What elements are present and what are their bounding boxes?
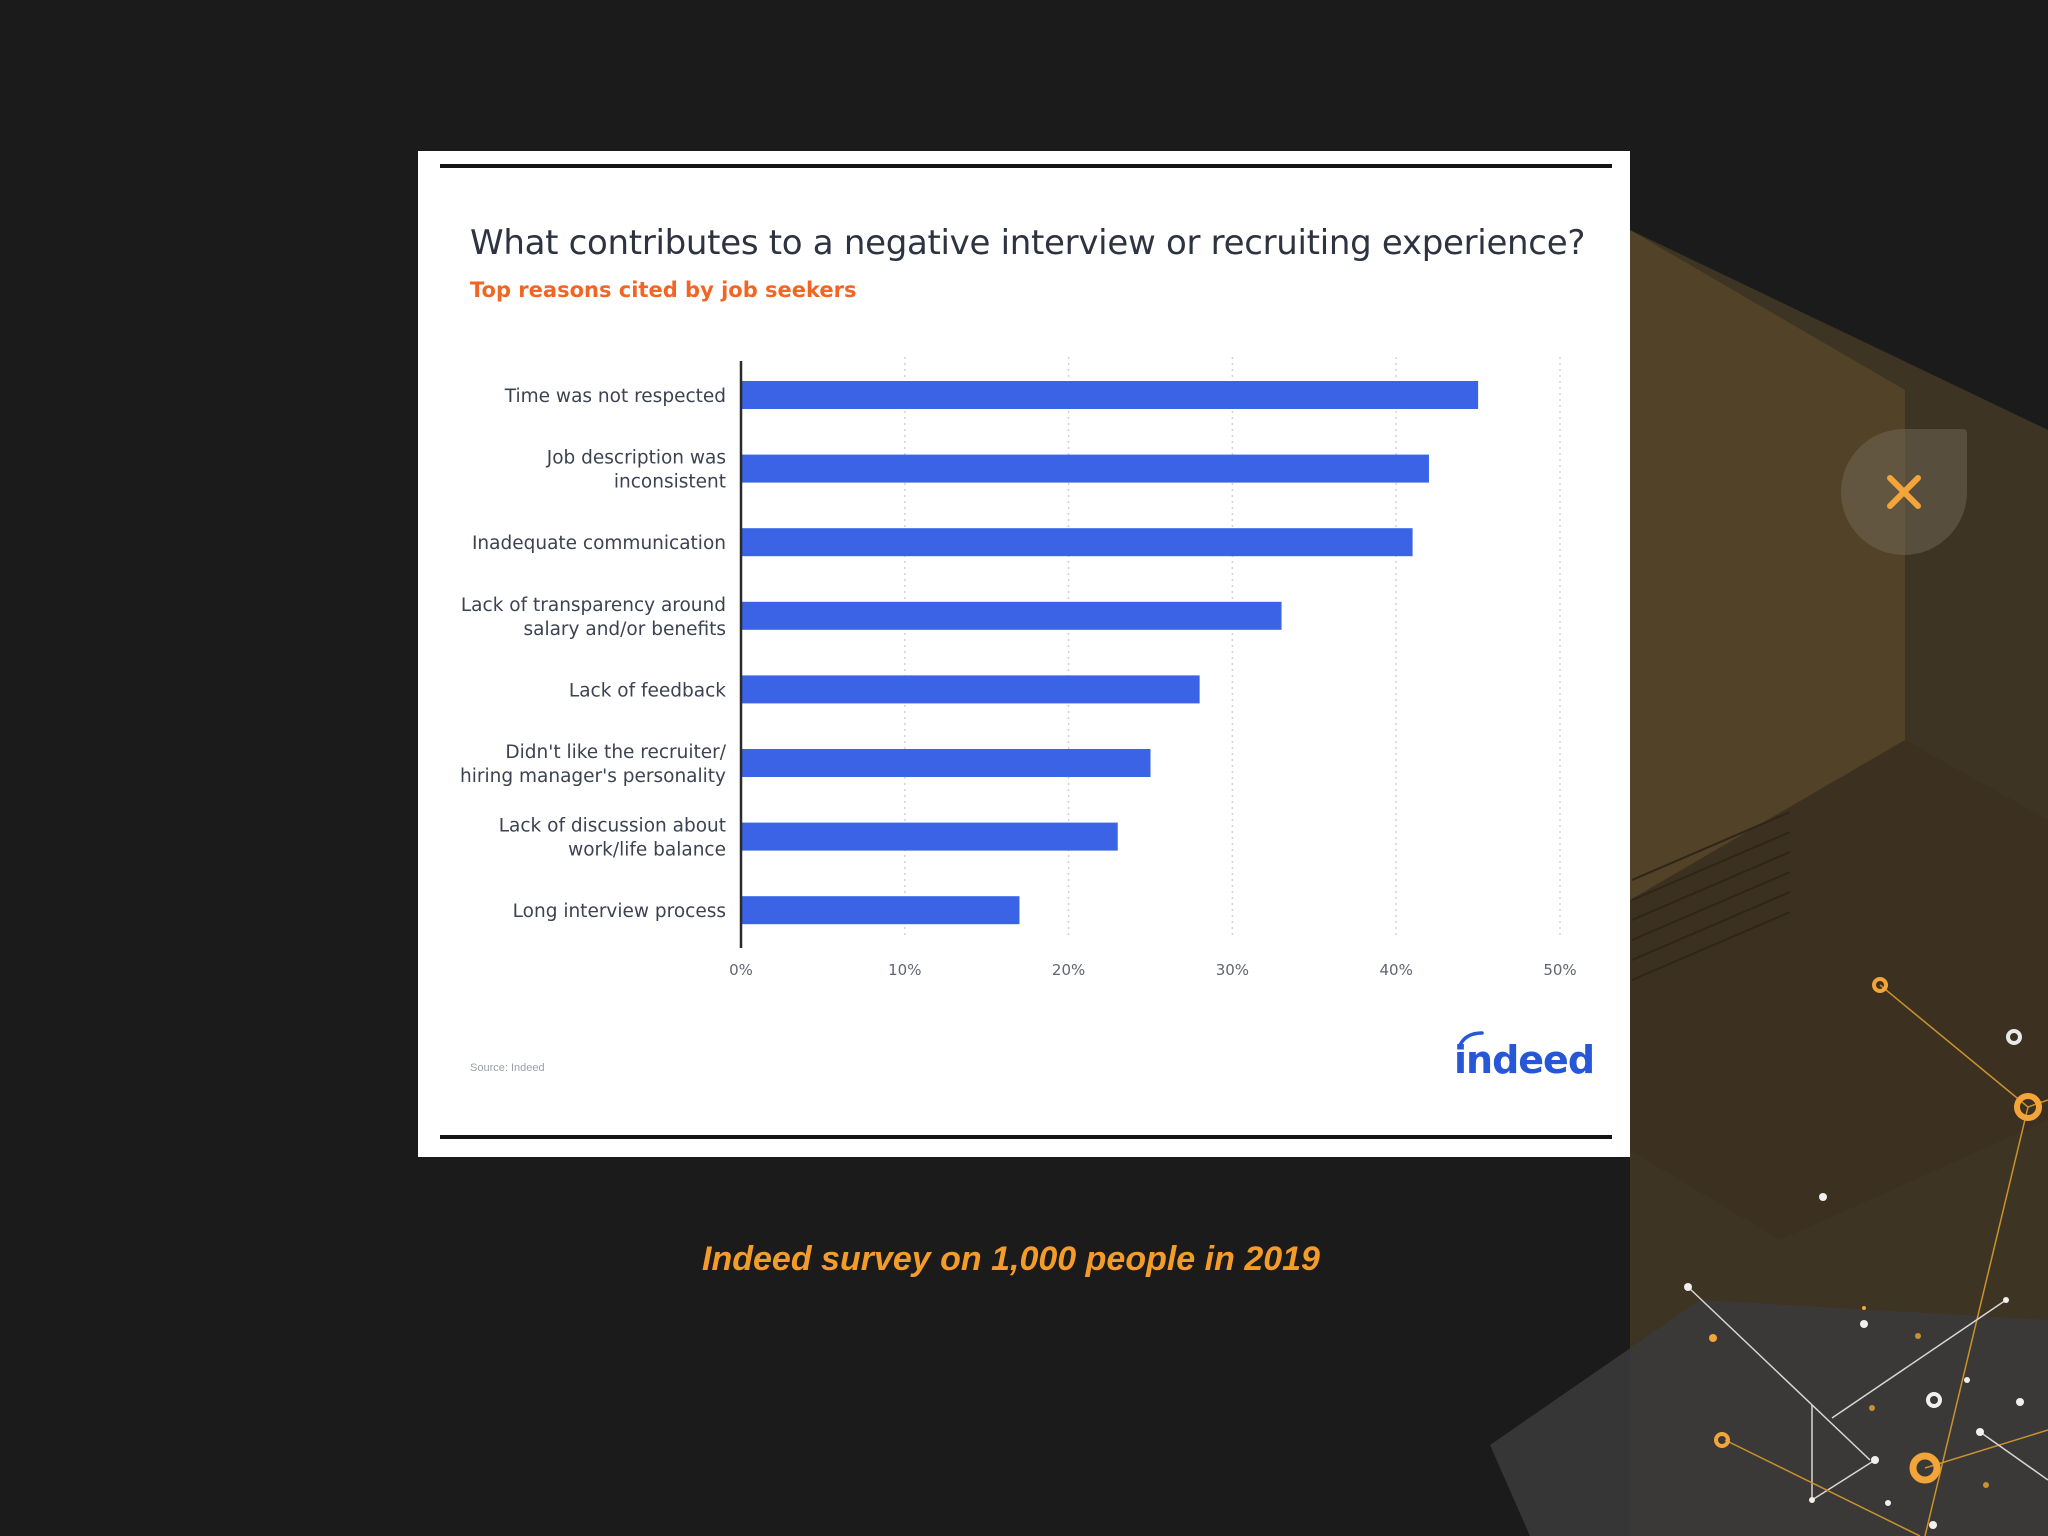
bar — [741, 749, 1151, 777]
category-label: inconsistent — [614, 472, 726, 493]
category-labels: Time was not respected Job description wa… — [460, 386, 727, 922]
category-label: salary and/or benefits — [523, 619, 726, 640]
category-label: Lack of feedback — [569, 680, 726, 701]
bars — [741, 381, 1479, 925]
close-x-icon — [1887, 475, 1921, 509]
indeed-logo: indeed — [1446, 1027, 1606, 1083]
source-note: Source: Indeed — [470, 1062, 545, 1074]
bar — [741, 896, 1020, 925]
svg-text:indeed: indeed — [1454, 1038, 1594, 1082]
category-label: Didn't like the recruiter/ — [505, 742, 726, 763]
category-label: work/life balance — [568, 840, 726, 861]
category-label: Job description was — [546, 448, 726, 469]
slide-caption: Indeed survey on 1,000 people in 2019 — [702, 1240, 1320, 1278]
bg-amber-facet-lower — [1630, 740, 2048, 1240]
category-label: hiring manager's personality — [460, 766, 726, 787]
bar — [741, 528, 1413, 557]
chart-title: What contributes to a negative interview… — [470, 223, 1586, 263]
category-label: Time was not respected — [504, 386, 726, 407]
bar — [741, 675, 1200, 704]
x-tick-label: 40% — [1380, 961, 1413, 979]
close-button[interactable] — [1841, 429, 1967, 555]
bg-amber-facet — [1630, 230, 1905, 900]
bg-network-nodes — [1684, 977, 2042, 1529]
x-tick-label: 20% — [1052, 961, 1085, 979]
x-tick-label: 50% — [1543, 961, 1576, 979]
bottom-rule — [440, 1135, 1612, 1139]
gridlines — [904, 357, 1561, 936]
bar-chart: Time was not respected Job description wa… — [460, 357, 1577, 979]
top-rule — [440, 164, 1612, 168]
category-label: Lack of discussion about — [499, 816, 726, 837]
bg-network — [1687, 984, 2048, 1536]
bar — [741, 381, 1479, 409]
bg-grey-facet — [1490, 1300, 2048, 1536]
logo-swoosh — [1458, 1031, 1484, 1047]
x-tick-label: 0% — [729, 961, 753, 979]
chart-card: What contributes to a negative interview… — [418, 151, 1630, 1157]
category-label: Lack of transparency around — [461, 595, 726, 616]
x-tick-label: 30% — [1216, 961, 1249, 979]
bar — [741, 601, 1282, 630]
category-label: Long interview process — [513, 901, 726, 922]
x-tick-label: 10% — [888, 961, 921, 979]
bg-hatch-lines — [1631, 811, 1791, 981]
bar — [741, 454, 1429, 483]
x-tick-labels: 0% 10% 20% 30% 40% 50% — [729, 961, 1577, 979]
bar — [741, 822, 1118, 851]
category-label: Inadequate communication — [472, 533, 726, 554]
chart-subtitle: Top reasons cited by job seekers — [470, 278, 857, 302]
